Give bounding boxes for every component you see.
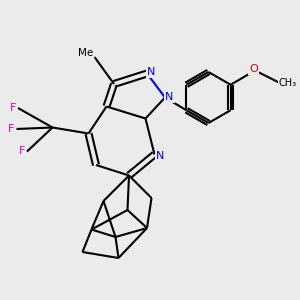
Text: F: F bbox=[9, 103, 16, 113]
Text: F: F bbox=[8, 124, 14, 134]
Text: O: O bbox=[249, 64, 258, 74]
Text: Me: Me bbox=[78, 48, 93, 59]
Text: F: F bbox=[18, 146, 25, 157]
Text: N: N bbox=[156, 151, 164, 161]
Text: CH₃: CH₃ bbox=[278, 77, 296, 88]
Text: N: N bbox=[165, 92, 174, 103]
Text: N: N bbox=[146, 67, 155, 77]
